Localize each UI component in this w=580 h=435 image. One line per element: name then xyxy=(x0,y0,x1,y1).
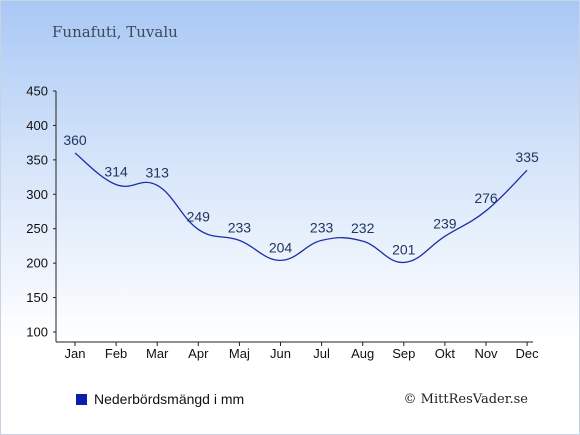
y-tick-label: 200 xyxy=(26,256,48,271)
y-tick-label: 300 xyxy=(26,187,48,202)
data-label: 233 xyxy=(310,219,334,235)
chart-title: Funafuti, Tuvalu xyxy=(52,23,178,41)
x-tick-label: Jun xyxy=(270,346,291,361)
legend-label: Nederbördsmängd i mm xyxy=(94,391,244,407)
x-tick-label: Sep xyxy=(392,346,415,361)
data-label: 360 xyxy=(63,132,87,148)
y-tick-label: 450 xyxy=(26,84,48,99)
credit-text: © MittResVader.se xyxy=(404,392,529,407)
data-label: 239 xyxy=(433,215,457,231)
data-label: 204 xyxy=(269,239,293,255)
legend-swatch xyxy=(76,394,87,405)
data-label: 232 xyxy=(351,220,375,236)
data-labels: 360 314 313 249 233 204 233 232 201 239 276 335 xyxy=(63,132,539,257)
y-tick-label: 350 xyxy=(26,152,48,167)
x-tick-label: Dec xyxy=(516,346,540,361)
x-tick-label: Nov xyxy=(474,346,498,361)
data-label: 313 xyxy=(146,164,170,180)
data-label: 335 xyxy=(515,149,539,165)
x-tick-label: Mar xyxy=(146,346,169,361)
x-tick-label: Apr xyxy=(188,346,209,361)
y-tick-label: 150 xyxy=(26,290,48,305)
y-tick-label: 400 xyxy=(26,118,48,133)
y-axis-ticks: 100 150 200 250 300 350 400 450 xyxy=(26,84,56,340)
x-tick-label: Maj xyxy=(229,346,250,361)
series-line-precipitation xyxy=(74,152,528,264)
data-label: 201 xyxy=(392,241,416,257)
x-tick-label: Jan xyxy=(65,346,86,361)
data-label: 276 xyxy=(474,190,498,206)
x-tick-label: Okt xyxy=(435,346,456,361)
y-tick-label: 250 xyxy=(26,221,48,236)
data-label: 314 xyxy=(104,164,128,180)
y-tick-label: 100 xyxy=(26,325,48,340)
x-tick-label: Aug xyxy=(351,346,374,361)
data-label: 249 xyxy=(187,208,211,224)
x-axis-ticks: Jan Feb Mar Apr Maj Jun Jul Aug Sep Okt Nov Dec xyxy=(65,342,540,361)
data-label: 233 xyxy=(228,219,252,235)
x-tick-label: Jul xyxy=(313,346,330,361)
x-tick-label: Feb xyxy=(105,346,127,361)
